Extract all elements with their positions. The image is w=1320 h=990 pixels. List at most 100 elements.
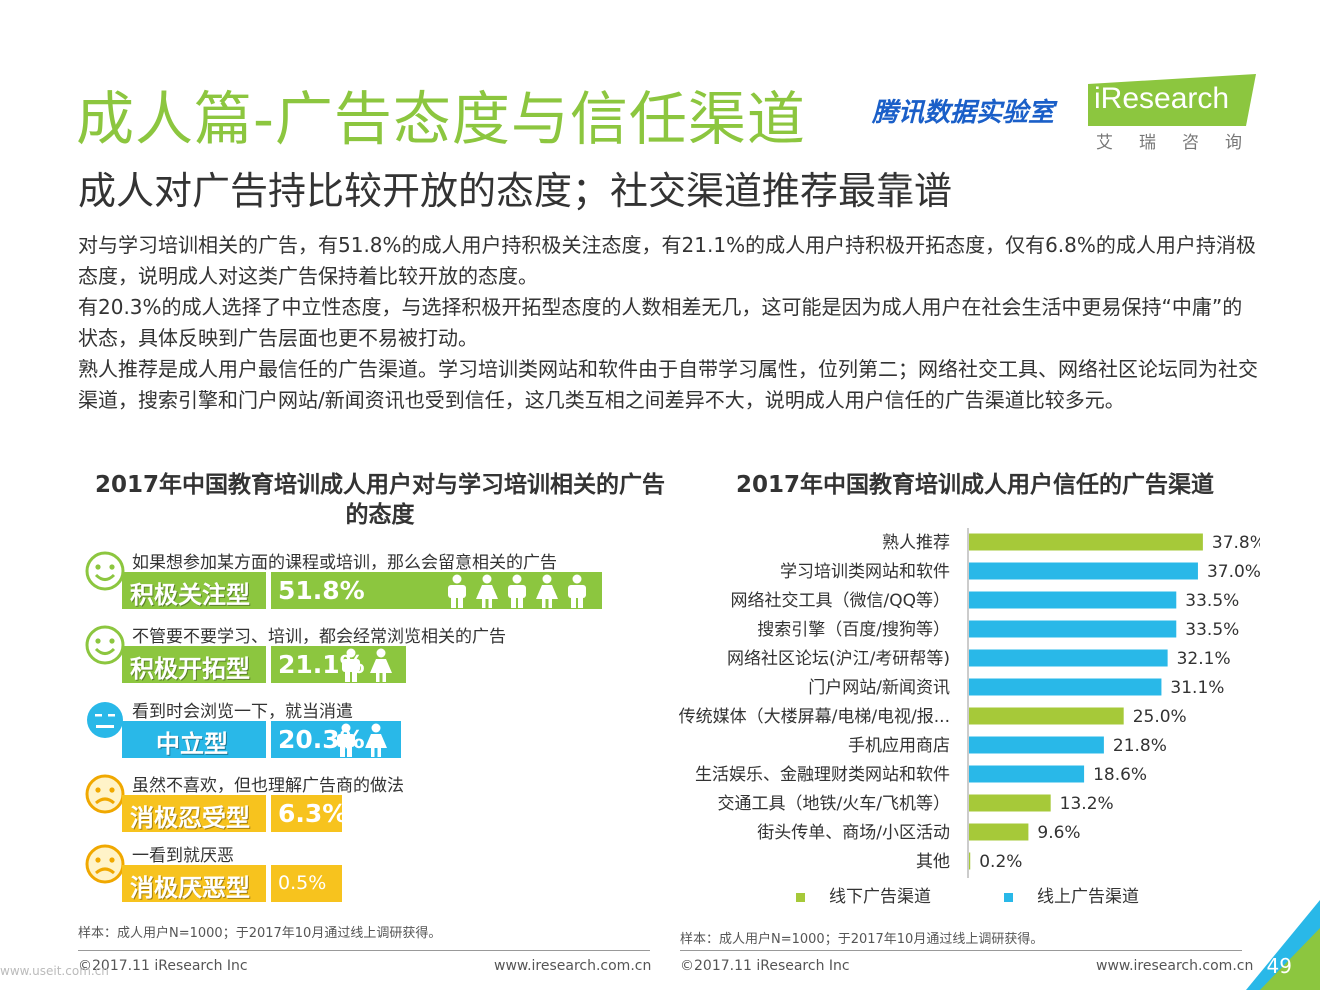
logo-text: iResearch <box>1094 82 1230 115</box>
people-icon-group <box>448 574 586 608</box>
male-person-icon <box>508 574 526 608</box>
channel-category-label: 传统媒体（大楼屏幕/电梯/电视/报... <box>679 707 950 727</box>
attitude-row: 虽然不喜欢，但也理解广告商的做法消极忍受型 6.3% <box>84 771 624 841</box>
sad-face-icon <box>85 844 125 884</box>
page-title: 成人篇-广告态度与信任渠道 <box>76 85 806 153</box>
legend-offline: 线下广告渠道 <box>796 882 931 907</box>
channel-category-label: 其他 <box>916 852 950 872</box>
channel-bar <box>969 852 971 870</box>
channel-value-label: 13.2% <box>1060 794 1114 814</box>
right-footer-divider <box>680 950 1242 951</box>
attitude-category-label: 积极关注型 <box>130 581 250 609</box>
left-sample-note: 样本：成人用户N=1000；于2017年10月通过线上调研获得。 <box>78 926 442 941</box>
attitude-category-label: 积极开拓型 <box>130 655 250 683</box>
bar-separator <box>266 795 271 832</box>
channel-category-label: 搜索引擎（百度/搜狗等） <box>757 620 950 640</box>
channel-chart: 熟人推荐 37.8% 学习培训类网站和软件 37.0% 网络社交工具（微信/QQ等） 33… <box>679 528 1260 878</box>
attitude-description: 虽然不喜欢，但也理解广告商的做法 <box>132 776 404 796</box>
channel-value-label: 25.0% <box>1133 707 1187 727</box>
channel-value-label: 31.1% <box>1170 678 1224 698</box>
channel-category-label: 熟人推荐 <box>882 532 950 553</box>
channel-category-label: 手机应用商店 <box>848 736 950 756</box>
channel-value-label: 18.6% <box>1093 765 1147 785</box>
channel-category-label: 交通工具（地铁/火车/飞机等） <box>718 794 950 814</box>
channel-category-label: 门户网站/新闻资讯 <box>808 678 950 698</box>
male-person-icon <box>448 574 466 608</box>
corner-decoration-icon <box>1246 900 1320 990</box>
legend-offline-label: 线下广告渠道 <box>829 887 931 907</box>
copyright-left: ©2017.11 iResearch Inc <box>78 958 248 974</box>
channel-category-label: 街头传单、商场/小区活动 <box>757 823 950 843</box>
attitude-row: 一看到就厌恶 消极厌恶型 0.5% <box>84 841 624 911</box>
sad-face-icon <box>85 774 125 814</box>
page-subtitle: 成人对广告持比较开放的态度；社交渠道推荐最靠谱 <box>78 169 953 213</box>
summary-text: 对与学习培训相关的广告，有51.8%的成人用户持积极关注态度，有21.1%的成人… <box>78 230 1258 416</box>
left-chart-title: 2017年中国教育培训成人用户对与学习培训相关的广告的态度 <box>94 472 665 528</box>
legend-online-label: 线上广告渠道 <box>1037 887 1139 907</box>
channel-value-label: 21.8% <box>1113 736 1167 756</box>
paragraph-2: 有20.3%的成人选择了中立性态度，与选择积极开拓型态度的人数相差无几，这可能是… <box>78 295 1243 350</box>
attitude-value-label: 51.8% <box>278 576 365 605</box>
legend-offline-swatch <box>796 892 805 902</box>
channel-value-label: 0.2% <box>979 852 1022 872</box>
channel-bar <box>969 707 1124 725</box>
bar-separator <box>266 865 271 902</box>
attitude-description: 如果想参加某方面的课程或培训，那么会留意相关的广告 <box>132 553 557 573</box>
male-person-icon <box>342 648 361 682</box>
female-person-icon <box>365 723 388 757</box>
attitude-category-label: 消极厌恶型 <box>130 874 250 902</box>
channel-value-label: 9.6% <box>1037 823 1080 843</box>
paragraph-3: 熟人推荐是成人用户最信任的广告渠道。学习培训类网站和软件由于自带学习属性，位列第… <box>78 357 1258 412</box>
attitude-description: 一看到就厌恶 <box>132 846 234 866</box>
people-icon-group <box>337 723 388 757</box>
channel-bar <box>969 794 1051 812</box>
smile-face-icon <box>85 551 125 591</box>
url-right[interactable]: www.iresearch.com.cn <box>1096 958 1254 974</box>
channel-category-label: 学习培训类网站和软件 <box>780 562 950 582</box>
right-chart-title: 2017年中国教育培训成人用户信任的广告渠道 <box>735 472 1214 498</box>
channel-value-label: 33.5% <box>1185 591 1239 611</box>
logo-cn-text: 艾瑞咨询 <box>1096 133 1268 153</box>
female-person-icon <box>370 648 393 682</box>
legend-online: 线上广告渠道 <box>1004 882 1139 907</box>
attitude-value-label: 6.3% <box>278 799 348 828</box>
attitude-category-label: 中立型 <box>156 730 228 758</box>
neutral-face-icon <box>87 702 123 738</box>
bar-separator <box>266 721 271 758</box>
page-number: 49 <box>1266 954 1292 978</box>
channel-value-label: 37.0% <box>1207 562 1260 582</box>
left-footer-divider <box>78 950 650 951</box>
paragraph-1: 对与学习培训相关的广告，有51.8%的成人用户持积极关注态度，有21.1%的成人… <box>78 233 1256 288</box>
attitude-row: 看到时会浏览一下，就当消遣 中立型 20.3% <box>84 697 624 767</box>
legend-online-swatch <box>1004 892 1013 902</box>
attitude-row: 不管要不要学习、培训，都会经常浏览相关的广告 积极开拓型 21.1% <box>84 622 624 692</box>
people-icon-group <box>342 648 393 682</box>
channel-value-label: 33.5% <box>1185 620 1239 640</box>
attitude-description: 不管要不要学习、培训，都会经常浏览相关的广告 <box>132 627 506 647</box>
bar-separator <box>266 646 271 683</box>
attitude-bar <box>122 865 342 902</box>
female-person-icon <box>536 574 558 608</box>
channel-bar <box>969 562 1198 580</box>
tencent-data-lab-logo: 腾讯数据实验室 <box>872 98 1055 128</box>
attitude-category-label: 消极忍受型 <box>130 804 250 832</box>
logo-band-icon <box>1088 74 1256 126</box>
male-person-icon <box>337 723 356 757</box>
channel-category-label: 生活娱乐、金融理财类网站和软件 <box>695 765 950 785</box>
attitude-description: 看到时会浏览一下，就当消遣 <box>132 702 353 722</box>
iresearch-logo: iResearch 艾瑞咨询 <box>1088 70 1258 153</box>
channel-value-label: 32.1% <box>1177 649 1231 669</box>
bar-separator <box>266 572 271 609</box>
channel-bar <box>969 823 1029 841</box>
watermark: www.useit.com.cn <box>0 964 109 978</box>
copyright-right: ©2017.11 iResearch Inc <box>680 958 850 974</box>
channel-bar <box>969 591 1177 609</box>
channel-bar <box>969 620 1177 638</box>
attitude-bar <box>122 795 342 832</box>
url-left[interactable]: www.iresearch.com.cn <box>494 958 652 974</box>
attitude-row: 如果想参加某方面的课程或培训，那么会留意相关的广告积极关注型 51.8% <box>84 548 624 618</box>
channel-bar <box>969 678 1162 696</box>
channel-category-label: 网络社区论坛(沪江/考研帮等) <box>727 649 950 669</box>
channel-value-label: 37.8% <box>1212 533 1260 553</box>
female-person-icon <box>476 574 498 608</box>
